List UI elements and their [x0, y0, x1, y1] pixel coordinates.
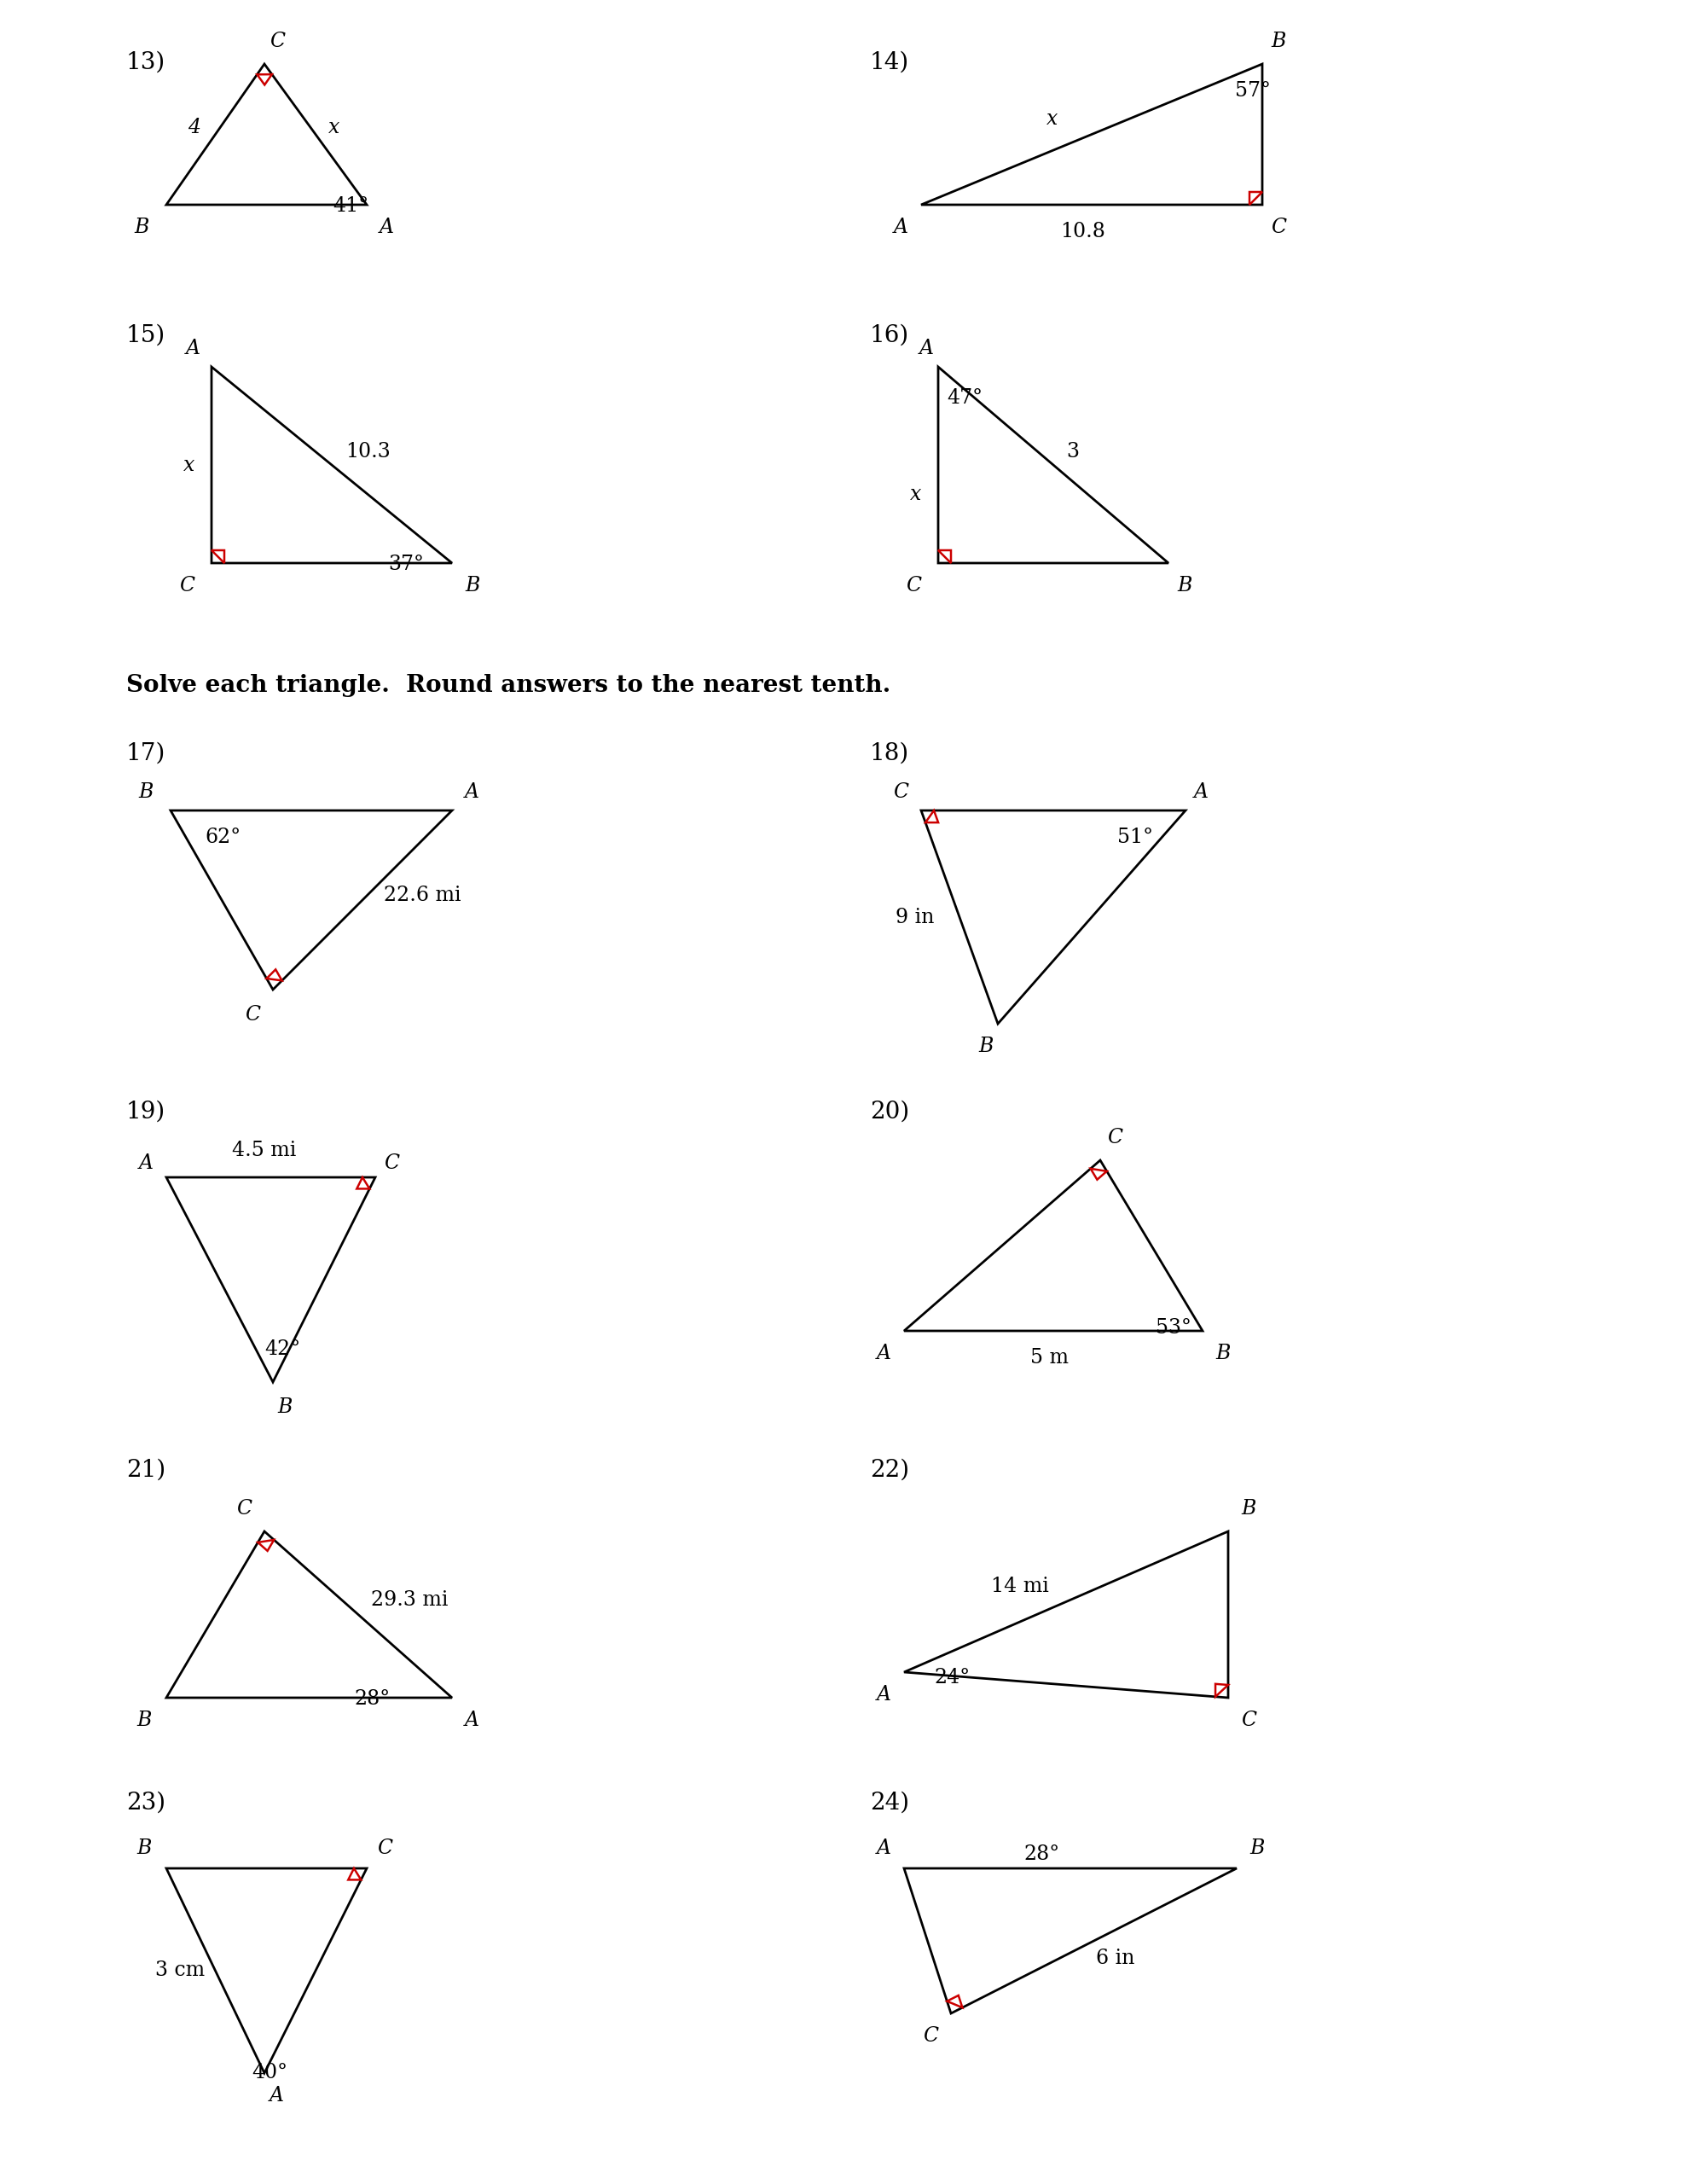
Text: 5 m: 5 m	[1029, 1348, 1068, 1367]
Text: 28°: 28°	[1024, 1845, 1059, 1865]
Text: C: C	[906, 577, 921, 596]
Text: 10.8: 10.8	[1061, 223, 1105, 242]
Text: 24): 24)	[870, 1791, 909, 1815]
Text: Solve each triangle.  Round answers to the nearest tenth.: Solve each triangle. Round answers to th…	[127, 675, 891, 697]
Text: 20): 20)	[870, 1101, 909, 1123]
Text: x: x	[909, 485, 921, 505]
Text: C: C	[270, 31, 285, 50]
Text: 9 in: 9 in	[896, 906, 935, 926]
Text: B: B	[137, 1839, 152, 1859]
Text: C: C	[1242, 1710, 1257, 1730]
Text: B: B	[137, 1710, 152, 1730]
Text: A: A	[877, 1684, 891, 1704]
Text: 22.6 mi: 22.6 mi	[385, 887, 461, 906]
Text: 47°: 47°	[946, 389, 982, 408]
Text: 6 in: 6 in	[1097, 1948, 1135, 1968]
Text: C: C	[245, 1005, 260, 1024]
Text: C: C	[1107, 1127, 1122, 1147]
Text: 17): 17)	[127, 743, 165, 764]
Text: B: B	[135, 218, 148, 238]
Text: 16): 16)	[870, 323, 909, 347]
Text: A: A	[919, 339, 935, 358]
Text: C: C	[376, 1839, 393, 1859]
Text: B: B	[277, 1398, 292, 1417]
Text: 40°: 40°	[251, 2064, 287, 2084]
Text: B: B	[1270, 31, 1285, 50]
Text: A: A	[877, 1839, 891, 1859]
Text: 28°: 28°	[354, 1688, 390, 1708]
Text: A: A	[138, 1153, 154, 1173]
Text: 18): 18)	[870, 743, 909, 764]
Text: A: A	[380, 218, 395, 238]
Text: 15): 15)	[127, 323, 165, 347]
Text: C: C	[892, 782, 908, 802]
Text: 42°: 42°	[265, 1339, 300, 1358]
Text: 29.3 mi: 29.3 mi	[371, 1590, 449, 1610]
Text: 13): 13)	[127, 50, 165, 74]
Text: B: B	[1178, 577, 1191, 596]
Text: B: B	[978, 1037, 994, 1057]
Text: 37°: 37°	[388, 555, 423, 574]
Text: 4.5 mi: 4.5 mi	[233, 1140, 297, 1160]
Text: 51°: 51°	[1117, 828, 1154, 847]
Text: 23): 23)	[127, 1791, 165, 1815]
Text: A: A	[466, 1710, 479, 1730]
Text: A: A	[894, 218, 908, 238]
Text: 62°: 62°	[204, 828, 241, 847]
Text: B: B	[1242, 1498, 1255, 1518]
Text: x: x	[184, 454, 194, 474]
Text: B: B	[1215, 1343, 1230, 1363]
Text: B: B	[138, 782, 154, 802]
Text: 53°: 53°	[1156, 1319, 1191, 1337]
Text: x: x	[329, 118, 339, 138]
Text: 3 cm: 3 cm	[155, 1961, 204, 1981]
Text: x: x	[1046, 109, 1058, 129]
Text: B: B	[1250, 1839, 1264, 1859]
Text: C: C	[1270, 218, 1285, 238]
Text: 4: 4	[187, 118, 201, 138]
Text: A: A	[877, 1343, 891, 1363]
Text: A: A	[1194, 782, 1208, 802]
Text: 19): 19)	[127, 1101, 165, 1123]
Text: 3: 3	[1066, 443, 1080, 463]
Text: A: A	[466, 782, 479, 802]
Text: C: C	[179, 577, 194, 596]
Text: 14): 14)	[870, 50, 909, 74]
Text: C: C	[385, 1153, 400, 1173]
Text: 21): 21)	[127, 1459, 165, 1483]
Text: 10.3: 10.3	[346, 443, 390, 463]
Text: 41°: 41°	[332, 197, 368, 216]
Text: 24°: 24°	[935, 1669, 970, 1688]
Text: 57°: 57°	[1235, 81, 1270, 100]
Text: C: C	[923, 2027, 938, 2046]
Text: B: B	[466, 577, 479, 596]
Text: A: A	[186, 339, 201, 358]
Text: A: A	[270, 2086, 283, 2105]
Text: 22): 22)	[870, 1459, 909, 1483]
Text: 14 mi: 14 mi	[992, 1577, 1049, 1597]
Text: C: C	[236, 1498, 251, 1518]
